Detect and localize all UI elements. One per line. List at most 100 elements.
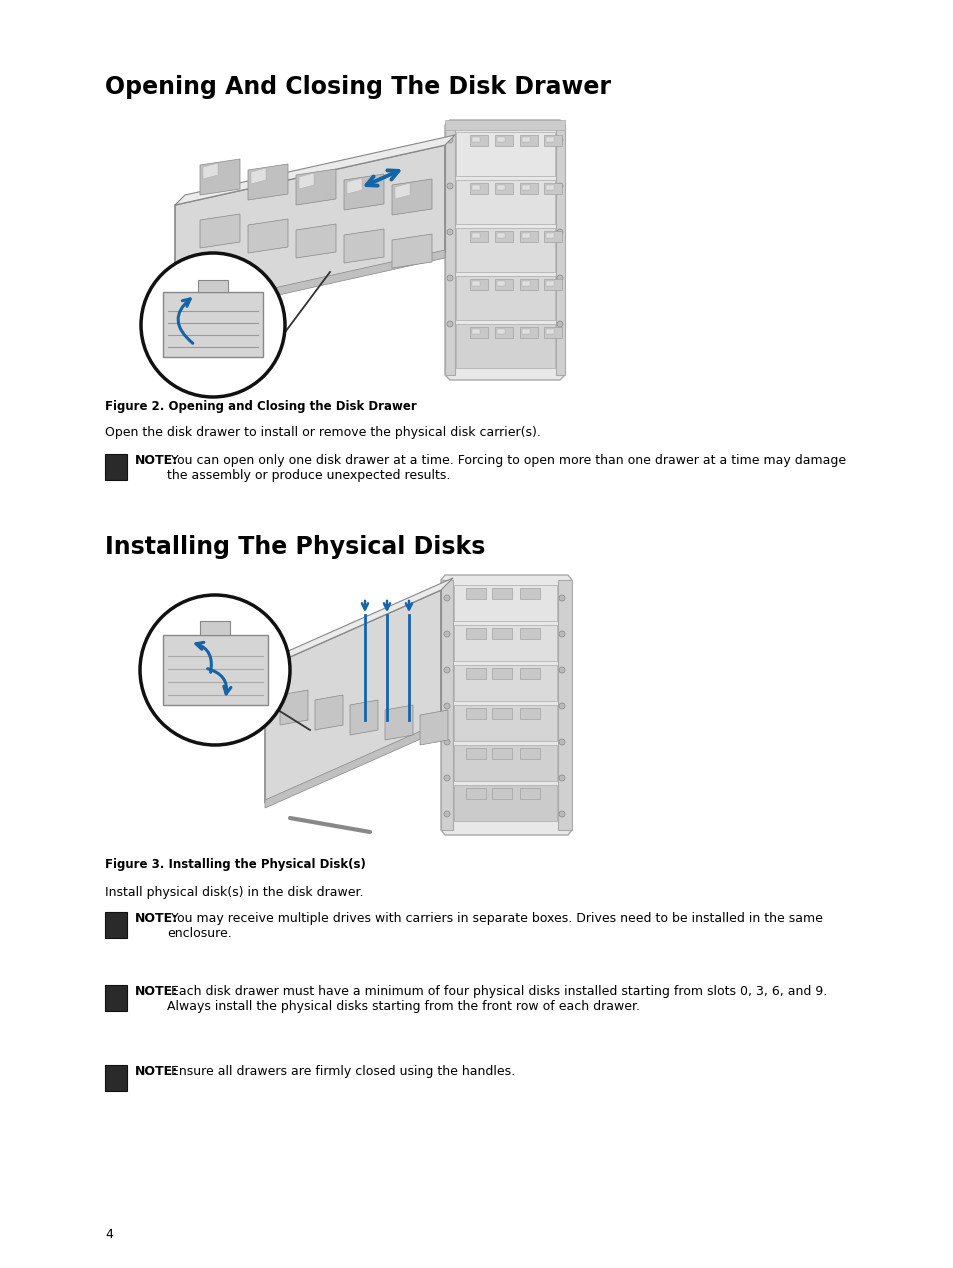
Circle shape xyxy=(557,275,562,281)
Polygon shape xyxy=(497,185,504,190)
Polygon shape xyxy=(519,134,537,146)
Polygon shape xyxy=(472,185,479,190)
Polygon shape xyxy=(200,158,240,195)
Polygon shape xyxy=(392,235,432,268)
Polygon shape xyxy=(465,668,485,678)
Circle shape xyxy=(558,812,564,817)
Circle shape xyxy=(558,775,564,781)
Polygon shape xyxy=(295,169,335,205)
Polygon shape xyxy=(454,664,557,701)
Polygon shape xyxy=(265,590,440,803)
Circle shape xyxy=(447,321,453,327)
Polygon shape xyxy=(440,574,572,836)
Polygon shape xyxy=(470,279,488,290)
Polygon shape xyxy=(543,327,561,339)
Polygon shape xyxy=(350,700,377,735)
Polygon shape xyxy=(454,585,557,621)
Polygon shape xyxy=(456,325,555,368)
Polygon shape xyxy=(200,621,230,635)
Circle shape xyxy=(447,137,453,143)
Text: 4: 4 xyxy=(105,1227,112,1241)
Polygon shape xyxy=(470,183,488,194)
Circle shape xyxy=(443,631,450,637)
Polygon shape xyxy=(495,134,513,146)
Text: Open the disk drawer to install or remove the physical disk carrier(s).: Open the disk drawer to install or remov… xyxy=(105,426,540,439)
Circle shape xyxy=(557,183,562,189)
Polygon shape xyxy=(521,233,530,238)
Polygon shape xyxy=(519,588,539,598)
Circle shape xyxy=(443,702,450,709)
Polygon shape xyxy=(203,164,218,179)
Polygon shape xyxy=(543,231,561,242)
Polygon shape xyxy=(497,281,504,287)
Circle shape xyxy=(447,275,453,281)
Polygon shape xyxy=(251,167,266,184)
Text: Figure 2. Opening and Closing the Disk Drawer: Figure 2. Opening and Closing the Disk D… xyxy=(105,399,416,413)
Polygon shape xyxy=(456,276,555,320)
Polygon shape xyxy=(248,219,288,254)
Polygon shape xyxy=(492,668,512,678)
Circle shape xyxy=(443,775,450,781)
Text: Ensure all drawers are firmly closed using the handles.: Ensure all drawers are firmly closed usi… xyxy=(167,1065,515,1078)
FancyBboxPatch shape xyxy=(105,985,127,1011)
Polygon shape xyxy=(265,578,453,668)
Polygon shape xyxy=(295,224,335,257)
Polygon shape xyxy=(495,183,513,194)
Circle shape xyxy=(447,230,453,235)
Polygon shape xyxy=(465,628,485,639)
Polygon shape xyxy=(456,180,555,224)
Circle shape xyxy=(141,254,285,397)
Polygon shape xyxy=(465,588,485,598)
Text: Figure 3. Installing the Physical Disk(s): Figure 3. Installing the Physical Disk(s… xyxy=(105,858,366,871)
Polygon shape xyxy=(558,579,572,831)
Circle shape xyxy=(443,739,450,746)
Polygon shape xyxy=(470,231,488,242)
Circle shape xyxy=(558,739,564,746)
Polygon shape xyxy=(545,185,554,190)
Polygon shape xyxy=(280,690,308,725)
Polygon shape xyxy=(519,748,539,760)
Polygon shape xyxy=(344,230,384,262)
Polygon shape xyxy=(454,625,557,661)
Polygon shape xyxy=(265,721,440,808)
Polygon shape xyxy=(444,120,564,131)
Polygon shape xyxy=(519,668,539,678)
Circle shape xyxy=(557,137,562,143)
Circle shape xyxy=(443,595,450,601)
Polygon shape xyxy=(519,279,537,290)
Polygon shape xyxy=(198,280,228,292)
Polygon shape xyxy=(492,628,512,639)
Polygon shape xyxy=(519,327,537,339)
Polygon shape xyxy=(472,233,479,238)
Polygon shape xyxy=(470,134,488,146)
Text: NOTE:: NOTE: xyxy=(135,454,178,467)
Text: Installing The Physical Disks: Installing The Physical Disks xyxy=(105,535,485,559)
Polygon shape xyxy=(497,233,504,238)
Polygon shape xyxy=(521,328,530,333)
Polygon shape xyxy=(454,746,557,781)
FancyBboxPatch shape xyxy=(105,912,127,938)
Text: You may receive multiple drives with carriers in separate boxes. Drives need to : You may receive multiple drives with car… xyxy=(167,912,822,940)
Polygon shape xyxy=(472,137,479,142)
Polygon shape xyxy=(545,281,554,287)
Text: NOTE:: NOTE: xyxy=(135,985,178,998)
Polygon shape xyxy=(495,327,513,339)
Polygon shape xyxy=(419,710,448,746)
Polygon shape xyxy=(543,134,561,146)
Polygon shape xyxy=(314,695,343,730)
Polygon shape xyxy=(492,588,512,598)
Circle shape xyxy=(557,321,562,327)
Circle shape xyxy=(140,595,290,746)
Polygon shape xyxy=(519,628,539,639)
Circle shape xyxy=(558,702,564,709)
Polygon shape xyxy=(519,787,539,799)
Polygon shape xyxy=(545,233,554,238)
Text: You can open only one disk drawer at a time. Forcing to open more than one drawe: You can open only one disk drawer at a t… xyxy=(167,454,845,482)
Polygon shape xyxy=(456,132,555,176)
Text: Each disk drawer must have a minimum of four physical disks installed starting f: Each disk drawer must have a minimum of … xyxy=(167,985,826,1013)
Polygon shape xyxy=(543,183,561,194)
Polygon shape xyxy=(519,183,537,194)
Polygon shape xyxy=(492,708,512,719)
Polygon shape xyxy=(347,178,361,194)
Polygon shape xyxy=(174,134,455,205)
